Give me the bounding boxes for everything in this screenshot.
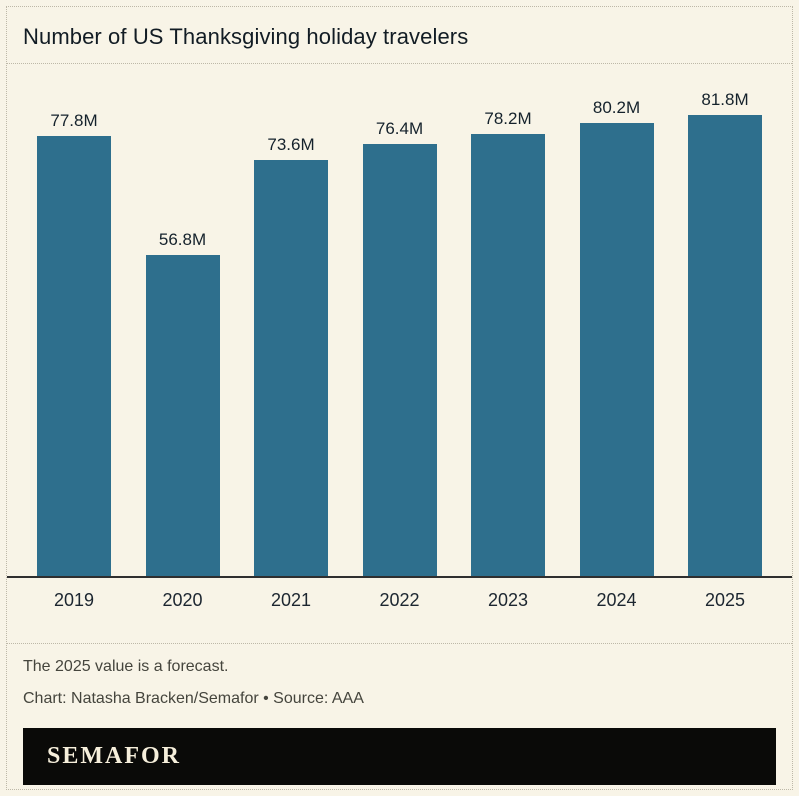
bar-value-label: 80.2M bbox=[592, 97, 641, 117]
x-axis-label: 2020 bbox=[162, 590, 203, 610]
credit-note: Chart: Natasha Bracken/Semafor • Source:… bbox=[23, 690, 364, 707]
footer-logo-bar: SEMAFOR bbox=[23, 728, 776, 785]
bar bbox=[362, 144, 437, 576]
bar-value-label: 73.6M bbox=[267, 135, 315, 155]
bar bbox=[254, 160, 328, 576]
x-axis-label: 2024 bbox=[596, 590, 637, 610]
x-axis-label: 2025 bbox=[704, 590, 746, 610]
chart-card: Number of US Thanksgiving holiday travel… bbox=[6, 6, 793, 790]
x-axis-label: 2023 bbox=[487, 590, 529, 610]
bar-chart: 77.8M 56.8M 73.6M 76.4M 78.2M 80.2M 81.8M 2019… bbox=[7, 64, 792, 611]
bar-value-label: 78.2M bbox=[484, 109, 532, 129]
x-axis-labels: 2019 2020 2021 2022 2023 2024 2025 bbox=[7, 590, 792, 611]
bar-group: 78.2M bbox=[471, 90, 545, 576]
bar-value-label: 56.8M bbox=[158, 230, 207, 250]
bar-group: 76.4M bbox=[362, 90, 437, 576]
chart-plot: 77.8M 56.8M 73.6M 76.4M 78.2M 80.2M 81.8M bbox=[7, 90, 792, 576]
chart-header: Number of US Thanksgiving holiday travel… bbox=[7, 7, 792, 64]
bar bbox=[579, 122, 654, 576]
bar-value-label: 77.8M bbox=[50, 111, 98, 131]
bar bbox=[688, 115, 762, 576]
bar bbox=[145, 255, 220, 576]
x-axis-label: 2019 bbox=[53, 590, 95, 610]
chart-notes: The 2025 value is a forecast. Chart: Nat… bbox=[7, 643, 792, 720]
bar-group: 81.8M bbox=[688, 90, 762, 576]
chart-title: Number of US Thanksgiving holiday travel… bbox=[23, 24, 469, 49]
forecast-note: The 2025 value is a forecast. bbox=[23, 658, 229, 675]
bar-value-label: 76.4M bbox=[375, 119, 424, 139]
bar-group: 77.8M bbox=[37, 90, 111, 576]
bar-group: 56.8M bbox=[145, 90, 220, 576]
x-axis-line bbox=[7, 576, 792, 578]
bar-value-label: 81.8M bbox=[701, 90, 749, 109]
bar bbox=[37, 136, 111, 576]
bar-group: 73.6M bbox=[254, 90, 328, 576]
x-axis-label: 2022 bbox=[379, 590, 420, 610]
bar bbox=[471, 134, 545, 576]
semafor-logo: SEMAFOR bbox=[47, 743, 181, 769]
x-axis-label: 2021 bbox=[270, 590, 312, 610]
bar-group: 80.2M bbox=[579, 90, 654, 576]
